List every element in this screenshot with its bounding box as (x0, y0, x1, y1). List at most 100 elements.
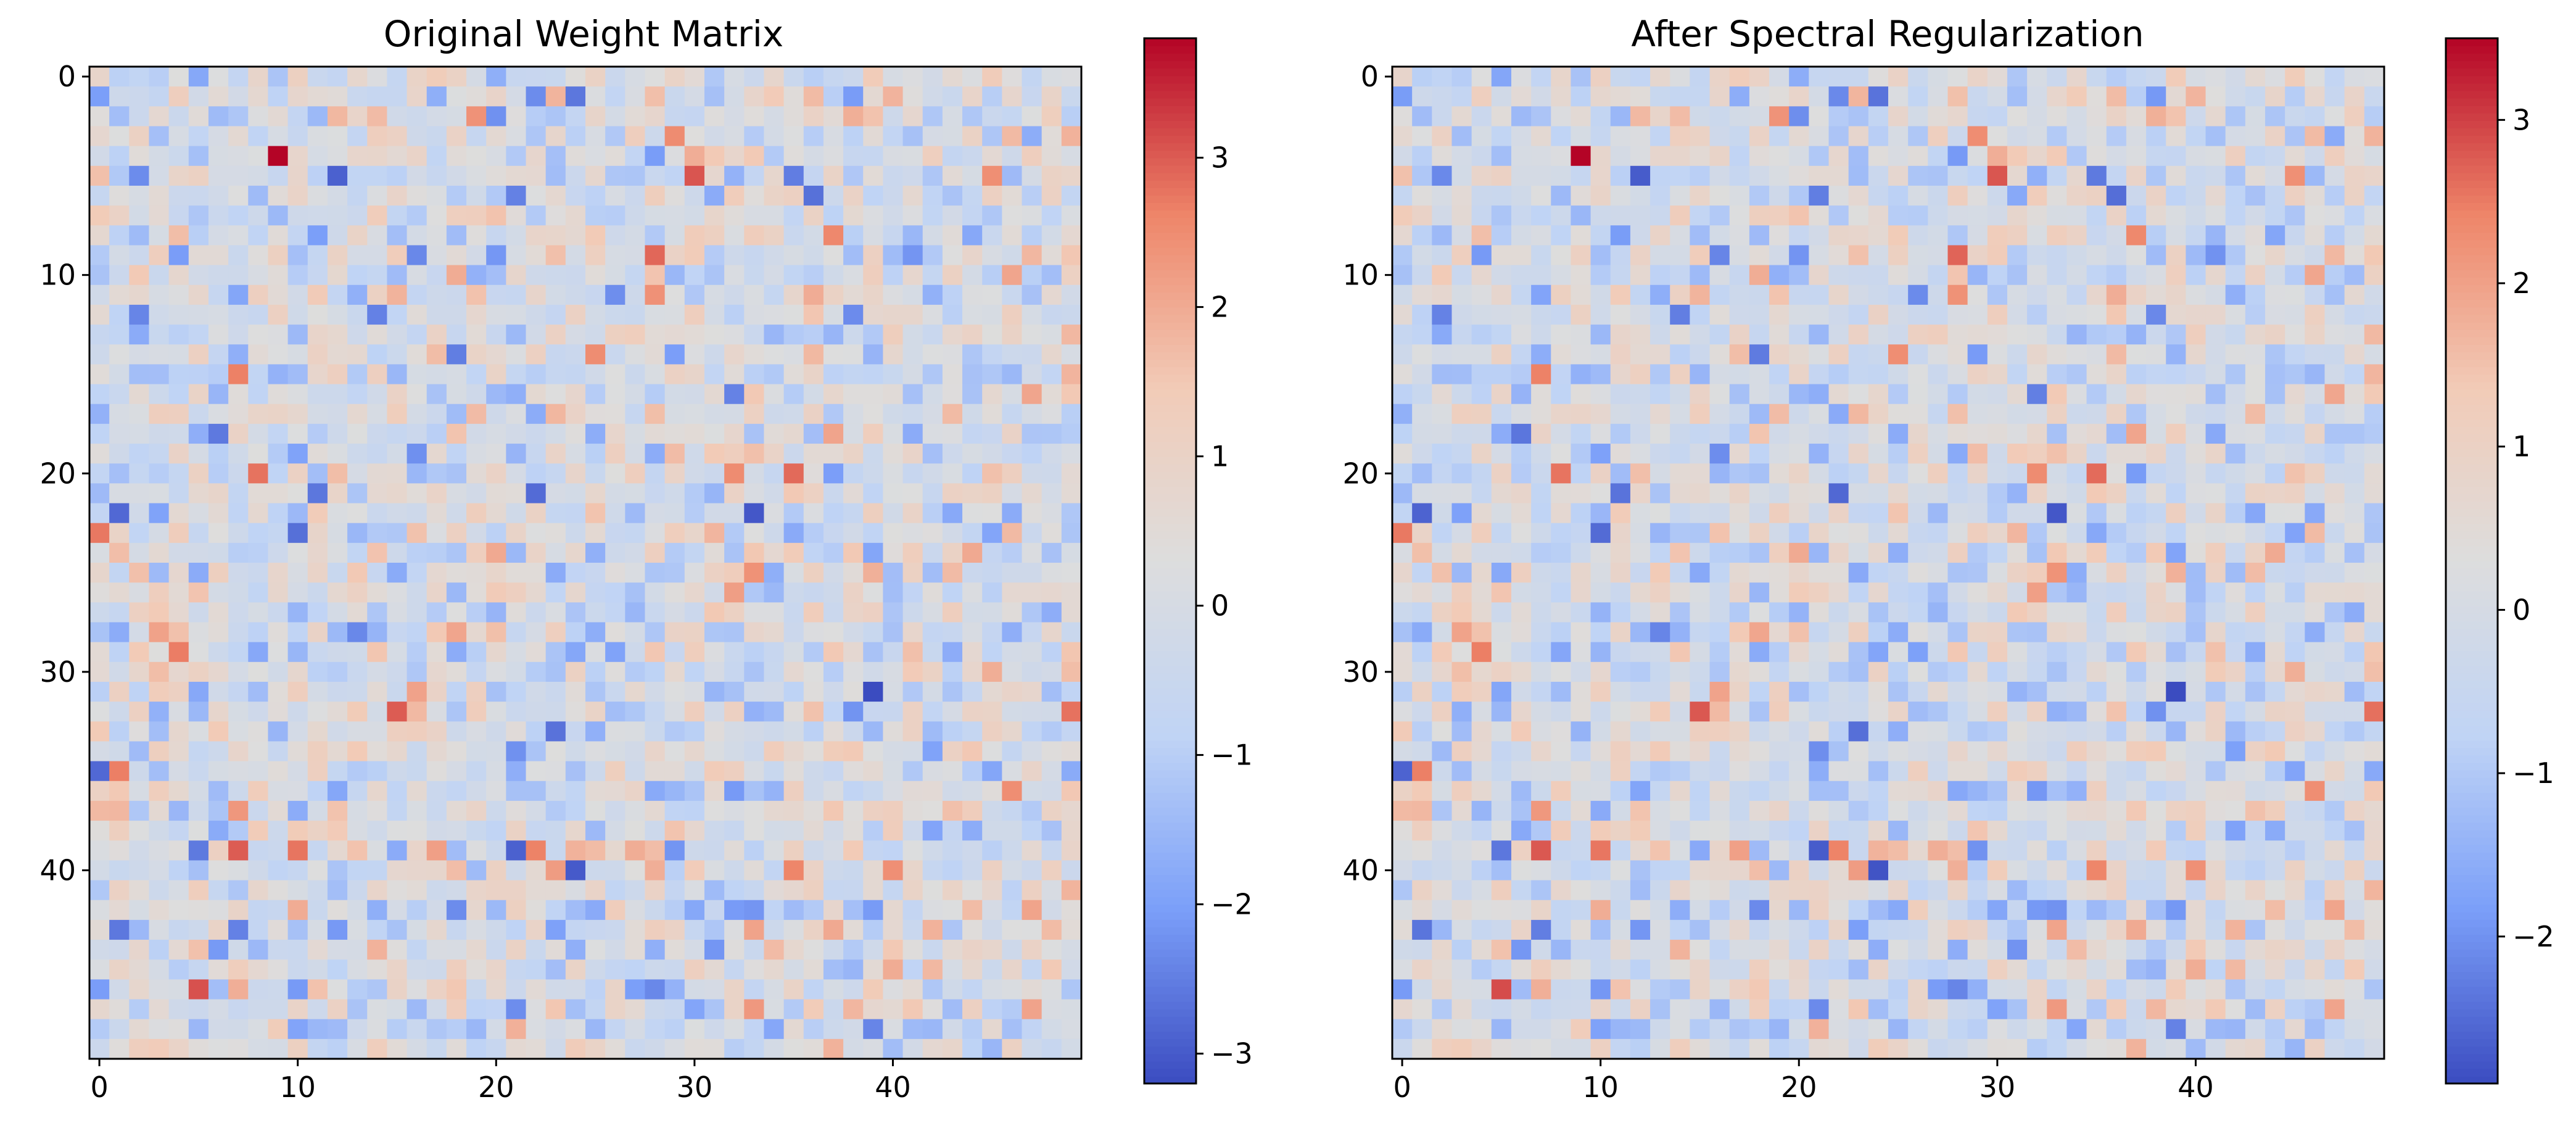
heatmap-cell (2305, 940, 2326, 960)
heatmap-cell (387, 523, 408, 544)
heatmap-cell (625, 860, 646, 881)
heatmap-cell (843, 563, 864, 583)
heatmap-cell (109, 602, 130, 623)
heatmap-cell (545, 165, 566, 186)
heatmap-cell (367, 523, 387, 544)
heatmap-cell (446, 622, 467, 643)
heatmap-cell (347, 661, 368, 682)
heatmap-cell (407, 800, 427, 821)
heatmap-cell (1491, 979, 1512, 1000)
heatmap-cell (168, 444, 189, 464)
heatmap-cell (902, 900, 923, 921)
heatmap-cell (942, 880, 963, 901)
heatmap-cell (228, 602, 249, 623)
heatmap-cell (2126, 622, 2147, 643)
heatmap-cell (704, 423, 725, 444)
heatmap-cell (1888, 86, 1909, 107)
heatmap-cell (1987, 126, 2008, 147)
heatmap-cell (902, 840, 923, 861)
heatmap-cell (1491, 959, 1512, 980)
heatmap-cell (168, 622, 189, 643)
heatmap-cell (2265, 940, 2285, 960)
heatmap-cell (327, 106, 348, 127)
heatmap-cell (2066, 642, 2087, 663)
heatmap-cell (585, 642, 606, 663)
heatmap-cell (89, 800, 110, 821)
heatmap-cell (486, 979, 506, 1000)
heatmap-cell (168, 840, 189, 861)
heatmap-cell (2245, 503, 2266, 524)
heatmap-cell (1531, 761, 1551, 782)
heatmap-cell (1471, 483, 1492, 504)
heatmap-cell (1531, 265, 1551, 286)
heatmap-cell (1967, 800, 1988, 821)
heatmap-cell (387, 860, 408, 881)
heatmap-cell (446, 880, 467, 901)
heatmap-cell (1571, 661, 1591, 682)
heatmap-cell (1002, 622, 1023, 643)
heatmap-cell (942, 741, 963, 762)
heatmap-cell (228, 781, 249, 802)
heatmap-cell (2086, 900, 2107, 921)
heatmap-cell (208, 86, 229, 107)
colorbar-segment (1144, 38, 1196, 46)
heatmap-cell (1022, 781, 1042, 802)
heatmap-cell (2007, 444, 2028, 464)
heatmap-cell (1392, 384, 1413, 405)
heatmap-cell (1928, 642, 1949, 663)
heatmap-cell (89, 919, 110, 940)
heatmap-cell (1610, 423, 1631, 444)
heatmap-cell (902, 821, 923, 841)
heatmap-cell (89, 86, 110, 107)
heatmap-cell (506, 800, 527, 821)
heatmap-cell (2265, 67, 2285, 87)
heatmap-cell (645, 642, 666, 663)
heatmap-cell (843, 702, 864, 722)
heatmap-cell (1729, 582, 1750, 603)
heatmap-cell (327, 840, 348, 861)
heatmap-cell (248, 542, 269, 563)
heatmap-cell (2225, 325, 2246, 345)
heatmap-cell (208, 860, 229, 881)
heatmap-cell (1041, 165, 1062, 186)
heatmap-cell (585, 582, 606, 603)
heatmap-cell (1709, 245, 1730, 266)
heatmap-cell (2344, 126, 2365, 147)
heatmap-cell (2106, 582, 2127, 603)
heatmap-cell (982, 185, 1002, 206)
heatmap-cell (2027, 503, 2047, 524)
heatmap-cell (228, 86, 249, 107)
heatmap-cell (1928, 702, 1949, 722)
heatmap-cell (645, 423, 666, 444)
heatmap-cell (585, 225, 606, 246)
heatmap-cell (1471, 900, 1492, 921)
heatmap-cell (1749, 622, 1770, 643)
heatmap-cell (942, 245, 963, 266)
heatmap-cell (764, 106, 785, 127)
heatmap-cell (2205, 940, 2226, 960)
heatmap-cell (1888, 582, 1909, 603)
heatmap-cell (1630, 304, 1651, 325)
heatmap-cell (307, 661, 328, 682)
heatmap-cell (1392, 165, 1413, 186)
heatmap-cell (2126, 741, 2147, 762)
heatmap-cell (2265, 185, 2285, 206)
heatmap-cell (2086, 265, 2107, 286)
heatmap-cell (1511, 582, 1532, 603)
heatmap-cell (664, 979, 685, 1000)
heatmap-cell (1392, 741, 1413, 762)
heatmap-cell (1551, 721, 1572, 742)
heatmap-cell (2166, 542, 2186, 563)
heatmap-cell (1590, 67, 1611, 87)
heatmap-cell (2324, 702, 2345, 722)
heatmap-cell (783, 304, 804, 325)
heatmap-cell (605, 542, 625, 563)
heatmap-cell (2364, 86, 2385, 107)
heatmap-cell (2225, 880, 2246, 901)
heatmap-cell (1769, 681, 1790, 702)
heatmap-cell (2344, 622, 2365, 643)
heatmap-cell (228, 940, 249, 960)
heatmap-cell (883, 959, 904, 980)
heatmap-cell (188, 364, 209, 385)
colorbar-segment (1144, 1009, 1196, 1017)
